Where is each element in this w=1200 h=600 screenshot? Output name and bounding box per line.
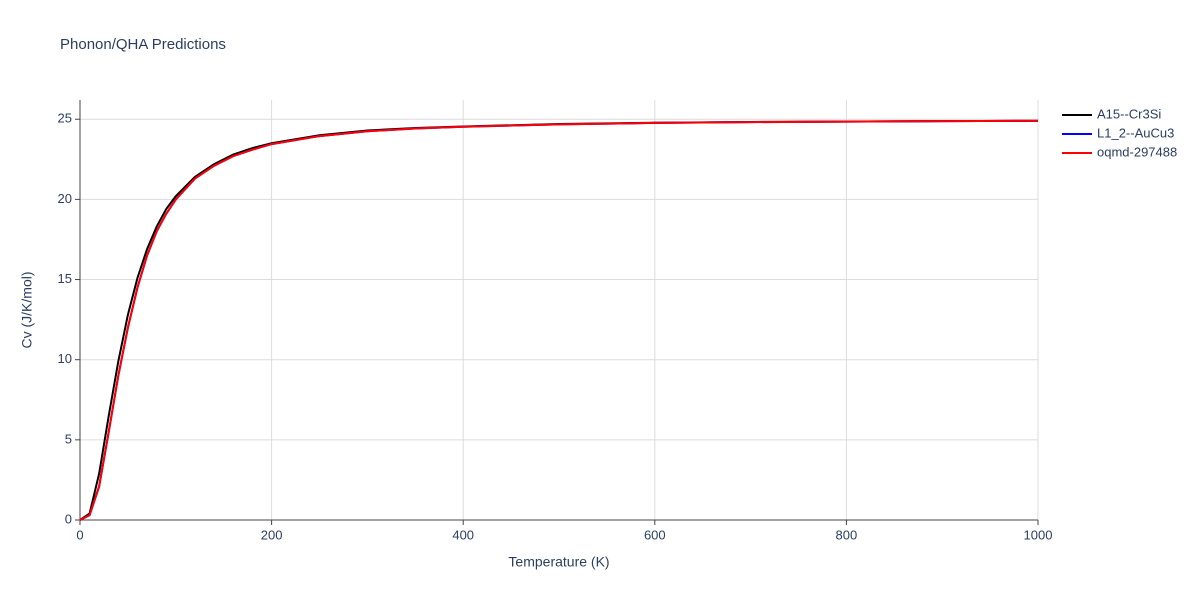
x-tick-label: 200 <box>261 527 283 542</box>
y-tick-label: 5 <box>65 431 72 446</box>
x-tick-label: 400 <box>452 527 474 542</box>
x-tick-label: 0 <box>76 527 83 542</box>
legend-label: oqmd-297488 <box>1097 144 1177 159</box>
series-line <box>79 119 1039 521</box>
series-line <box>79 119 1039 521</box>
x-tick-label: 800 <box>836 527 858 542</box>
y-tick-label: 0 <box>65 511 72 526</box>
chart-title: Phonon/QHA Predictions <box>60 36 226 53</box>
y-tick-label: 25 <box>58 111 72 126</box>
legend-label: A15--Cr3Si <box>1097 106 1161 121</box>
series-line <box>79 119 1039 521</box>
y-tick-label: 20 <box>58 191 72 206</box>
x-axis-title: Temperature (K) <box>508 554 609 570</box>
x-tick-label: 600 <box>644 527 666 542</box>
legend-label: L1_2--AuCu3 <box>1097 125 1174 140</box>
y-tick-label: 15 <box>58 271 72 286</box>
x-tick-label: 1000 <box>1024 527 1053 542</box>
y-axis-title: Cv (J/K/mol) <box>19 272 35 349</box>
y-tick-label: 10 <box>58 351 72 366</box>
